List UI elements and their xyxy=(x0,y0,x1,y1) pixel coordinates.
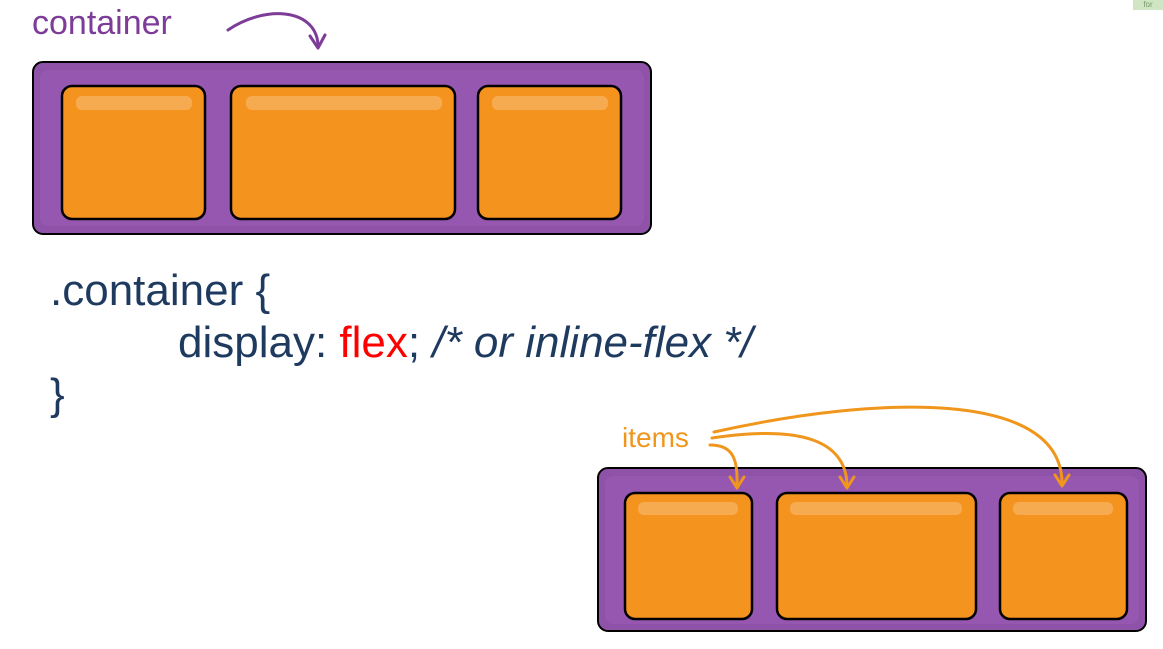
code-line-selector: .container { xyxy=(50,266,271,315)
code-line-declaration: display: flex; /* or inline-flex */ xyxy=(50,317,753,369)
top-flex-item-3 xyxy=(476,84,623,221)
top-flex-container xyxy=(32,61,652,235)
code-value-flex: flex xyxy=(339,318,408,367)
bottom-flex-container xyxy=(597,467,1147,632)
code-comment: /* or inline-flex */ xyxy=(432,318,753,367)
items-arrows xyxy=(708,405,1071,490)
items-arrowhead-2 xyxy=(838,475,856,490)
items-label: items xyxy=(622,422,689,453)
bottom-flex-item-1 xyxy=(623,491,754,621)
container-arrow xyxy=(226,12,320,46)
bottom-flex-item-3 xyxy=(998,491,1129,621)
items-arrowhead-1 xyxy=(728,475,746,490)
items-arrow-1 xyxy=(708,443,739,486)
container-arrowhead xyxy=(308,33,327,50)
items-arrow-2 xyxy=(710,432,849,486)
container-label: container xyxy=(32,4,172,42)
top-flex-item-1 xyxy=(60,84,207,221)
code-property: display: xyxy=(178,318,340,367)
corner-tag: for xyxy=(1133,0,1163,10)
bottom-flex-item-2 xyxy=(775,491,978,621)
items-arrow-3 xyxy=(712,405,1064,484)
code-semicolon: ; xyxy=(407,318,433,367)
css-code-block: .container { display: flex; /* or inline… xyxy=(50,265,753,421)
top-flex-item-2 xyxy=(229,84,457,221)
items-arrowhead-3 xyxy=(1053,473,1071,488)
code-line-close: } xyxy=(50,370,65,419)
